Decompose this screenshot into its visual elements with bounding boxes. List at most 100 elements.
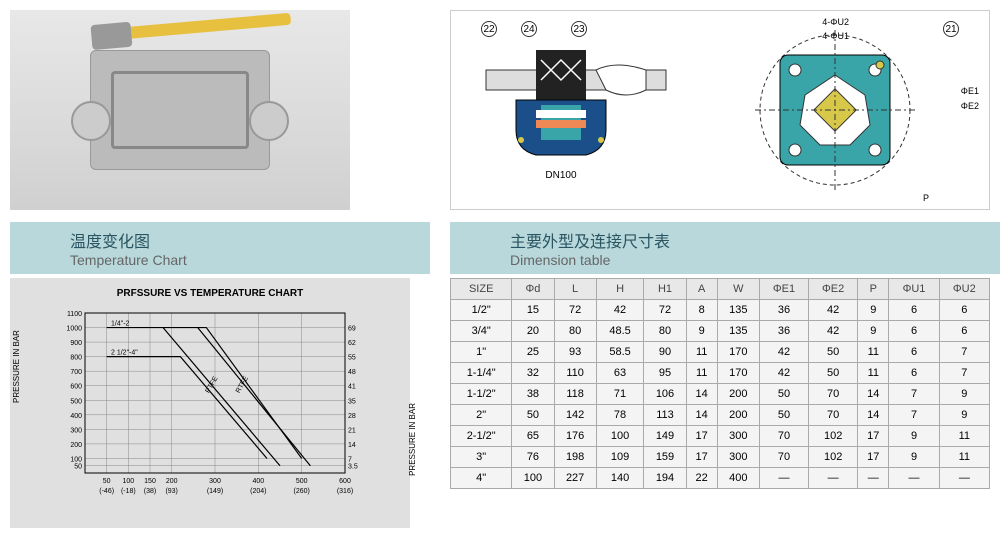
table-cell: 1" xyxy=(451,342,512,363)
y-axis-label-left: PRESSURE IN BAR xyxy=(12,330,21,403)
callout-24: 24 xyxy=(521,21,537,37)
table-cell: 140 xyxy=(596,468,644,489)
table-cell: 109 xyxy=(596,447,644,468)
table-cell: 3/4" xyxy=(451,321,512,342)
table-header: ΦU1 xyxy=(889,279,939,300)
table-cell: 200 xyxy=(717,384,759,405)
temp-chart-title-bar: 温度变化图 Temperature Chart xyxy=(10,222,430,274)
temp-chart-title-en: Temperature Chart xyxy=(10,252,430,268)
table-cell: — xyxy=(939,468,989,489)
svg-text:300: 300 xyxy=(70,427,82,434)
table-cell: 3" xyxy=(451,447,512,468)
table-cell: 8 xyxy=(686,300,717,321)
dn-label: DN100 xyxy=(545,170,577,181)
table-header: SIZE xyxy=(451,279,512,300)
table-row: 2-1/2"65176100149173007010217911 xyxy=(451,426,990,447)
table-cell: 400 xyxy=(717,468,759,489)
svg-text:200: 200 xyxy=(70,442,82,449)
svg-text:200: 200 xyxy=(166,478,178,485)
svg-text:3.5: 3.5 xyxy=(348,464,358,471)
table-header: H1 xyxy=(644,279,686,300)
label-4u2: 4-ΦU2 xyxy=(822,17,849,27)
table-cell: 9 xyxy=(686,321,717,342)
table-cell: 42 xyxy=(809,321,858,342)
table-cell: 48.5 xyxy=(596,321,644,342)
svg-text:1/4"-2: 1/4"-2 xyxy=(111,321,130,328)
table-cell: 14 xyxy=(686,405,717,426)
svg-text:41: 41 xyxy=(348,384,356,391)
table-cell: 11 xyxy=(858,363,889,384)
temp-chart-title-cn: 温度变化图 xyxy=(10,228,430,252)
product-photo xyxy=(10,10,350,210)
table-cell: 106 xyxy=(644,384,686,405)
svg-text:55: 55 xyxy=(348,355,356,362)
table-cell: 50 xyxy=(512,405,554,426)
table-cell: 194 xyxy=(644,468,686,489)
table-cell: 42 xyxy=(759,342,808,363)
svg-text:(260): (260) xyxy=(293,488,309,495)
table-cell: 17 xyxy=(686,447,717,468)
svg-text:(204): (204) xyxy=(250,488,266,495)
table-cell: 15 xyxy=(512,300,554,321)
svg-text:14: 14 xyxy=(348,442,356,449)
svg-text:500: 500 xyxy=(70,398,82,405)
table-cell: 70 xyxy=(809,384,858,405)
table-cell: 149 xyxy=(644,426,686,447)
svg-text:(-18): (-18) xyxy=(121,488,136,495)
table-row: 3"76198109159173007010217911 xyxy=(451,447,990,468)
table-cell: 159 xyxy=(644,447,686,468)
table-cell: 58.5 xyxy=(596,342,644,363)
table-cell: 80 xyxy=(554,321,596,342)
table-cell: 42 xyxy=(759,363,808,384)
table-cell: 50 xyxy=(759,384,808,405)
table-cell: 20 xyxy=(512,321,554,342)
table-header: A xyxy=(686,279,717,300)
label-e1: ΦE1 xyxy=(961,86,979,96)
svg-text:150: 150 xyxy=(144,478,156,485)
table-cell: 72 xyxy=(554,300,596,321)
table-header: ΦE1 xyxy=(759,279,808,300)
table-cell: 9 xyxy=(889,447,939,468)
callout-23: 23 xyxy=(571,21,587,37)
table-cell: 36 xyxy=(759,300,808,321)
technical-diagram: DN100 22 24 23 21 4-ΦU2 4-ΦU1 xyxy=(450,10,990,210)
pressure-temp-chart: PRFSSURE VS TEMPERATURE CHART 5010020030… xyxy=(10,278,410,528)
table-cell: 118 xyxy=(554,384,596,405)
table-cell: 14 xyxy=(858,384,889,405)
table-cell: 300 xyxy=(717,447,759,468)
table-cell: 176 xyxy=(554,426,596,447)
table-cell: 70 xyxy=(759,447,808,468)
table-cell: — xyxy=(759,468,808,489)
svg-text:50: 50 xyxy=(74,464,82,471)
table-cell: 2" xyxy=(451,405,512,426)
table-cell: 2-1/2" xyxy=(451,426,512,447)
svg-text:400: 400 xyxy=(252,478,264,485)
svg-text:100: 100 xyxy=(70,456,82,463)
svg-text:100: 100 xyxy=(122,478,134,485)
table-cell: 42 xyxy=(809,300,858,321)
table-header: Φd xyxy=(512,279,554,300)
table-cell: 200 xyxy=(717,405,759,426)
table-cell: 198 xyxy=(554,447,596,468)
table-cell: 6 xyxy=(939,300,989,321)
table-cell: 11 xyxy=(939,426,989,447)
table-cell: 36 xyxy=(759,321,808,342)
table-cell: 50 xyxy=(759,405,808,426)
table-cell: 11 xyxy=(686,342,717,363)
svg-text:900: 900 xyxy=(70,340,82,347)
svg-text:(-46): (-46) xyxy=(99,488,114,495)
table-cell: 6 xyxy=(939,321,989,342)
top-view-diagram xyxy=(715,15,975,205)
table-cell: 50 xyxy=(809,342,858,363)
table-cell: 50 xyxy=(809,363,858,384)
table-cell: 65 xyxy=(512,426,554,447)
table-cell: 135 xyxy=(717,300,759,321)
table-cell: — xyxy=(858,468,889,489)
table-cell: 1/2" xyxy=(451,300,512,321)
svg-text:700: 700 xyxy=(70,369,82,376)
table-cell: 95 xyxy=(644,363,686,384)
table-cell: 70 xyxy=(809,405,858,426)
table-cell: 9 xyxy=(858,321,889,342)
table-cell: 1-1/2" xyxy=(451,384,512,405)
table-row: 3/4"208048.58091353642966 xyxy=(451,321,990,342)
